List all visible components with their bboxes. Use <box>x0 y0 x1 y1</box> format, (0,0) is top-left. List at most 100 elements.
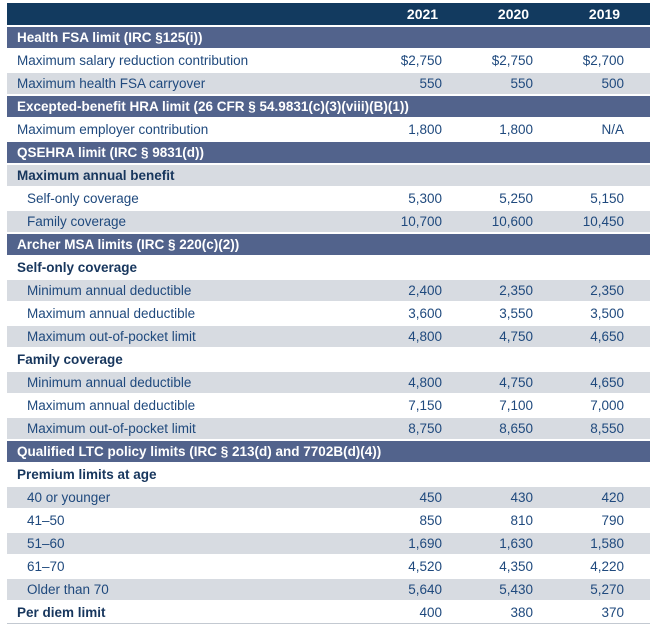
section-title: Archer MSA limits (IRC § 220(c)(2)) <box>7 233 650 257</box>
row-label: 61–70 <box>7 555 377 579</box>
value-2020 <box>468 348 559 372</box>
value-2021: 4,520 <box>377 555 468 579</box>
row-label: Family coverage <box>7 210 377 234</box>
value-2019: 1,580 <box>559 532 650 556</box>
value-2021 <box>377 256 468 280</box>
value-2021: 5,640 <box>377 578 468 602</box>
value-2020: 380 <box>468 601 559 624</box>
table-row: Maximum annual deductible 3,600 3,550 3,… <box>7 302 650 326</box>
value-2020 <box>468 164 559 188</box>
value-2021: $2,750 <box>377 49 468 73</box>
value-2019: 3,500 <box>559 302 650 326</box>
table-row: Maximum salary reduction contribution $2… <box>7 49 650 73</box>
subheader-label: Family coverage <box>7 348 377 372</box>
row-label: Minimum annual deductible <box>7 279 377 303</box>
section-row-health-fsa: Health FSA limit (IRC §125(i)) <box>7 26 650 50</box>
subheader-row: Maximum annual benefit <box>7 164 650 188</box>
value-2021: 8,750 <box>377 417 468 441</box>
value-2020: 4,750 <box>468 325 559 349</box>
row-label: Older than 70 <box>7 578 377 602</box>
year-column-2021: 2021 <box>377 3 468 27</box>
value-2019: 2,350 <box>559 279 650 303</box>
table-row: Older than 70 5,640 5,430 5,270 <box>7 578 650 602</box>
value-2019 <box>559 164 650 188</box>
value-2019 <box>559 463 650 487</box>
row-label: Minimum annual deductible <box>7 371 377 395</box>
year-header-empty-cell <box>7 3 377 27</box>
value-2021: 2,400 <box>377 279 468 303</box>
table-row: Self-only coverage 5,300 5,250 5,150 <box>7 187 650 211</box>
value-2020: 5,250 <box>468 187 559 211</box>
value-2021: 3,600 <box>377 302 468 326</box>
value-2019: N/A <box>559 118 650 142</box>
value-2019: 4,220 <box>559 555 650 579</box>
value-2019: 5,150 <box>559 187 650 211</box>
subheader-row: Premium limits at age <box>7 463 650 487</box>
value-2021: 1,690 <box>377 532 468 556</box>
value-2021: 5,300 <box>377 187 468 211</box>
year-column-2019: 2019 <box>559 3 650 27</box>
table-row: Maximum annual deductible 7,150 7,100 7,… <box>7 394 650 418</box>
table-row: Maximum employer contribution 1,800 1,80… <box>7 118 650 142</box>
row-label: Maximum annual deductible <box>7 302 377 326</box>
value-2019 <box>559 256 650 280</box>
section-row-ltc: Qualified LTC policy limits (IRC § 213(d… <box>7 440 650 464</box>
value-2021: 4,800 <box>377 325 468 349</box>
value-2020: 430 <box>468 486 559 510</box>
value-2019: 10,450 <box>559 210 650 234</box>
section-title: Qualified LTC policy limits (IRC § 213(d… <box>7 440 650 464</box>
row-label: Self-only coverage <box>7 187 377 211</box>
table-row: Maximum out-of-pocket limit 8,750 8,650 … <box>7 417 650 441</box>
table-row-per-diem: Per diem limit 400 380 370 <box>7 601 650 624</box>
value-2021: 400 <box>377 601 468 624</box>
value-2020: 7,100 <box>468 394 559 418</box>
value-2020: 8,650 <box>468 417 559 441</box>
section-title: Excepted-benefit HRA limit (26 CFR § 54.… <box>7 95 650 119</box>
value-2021: 850 <box>377 509 468 533</box>
value-2019: 4,650 <box>559 371 650 395</box>
row-label: 40 or younger <box>7 486 377 510</box>
value-2020 <box>468 256 559 280</box>
row-label: Maximum salary reduction contribution <box>7 49 377 73</box>
value-2021: 4,800 <box>377 371 468 395</box>
row-label: Maximum out-of-pocket limit <box>7 325 377 349</box>
table-row: 40 or younger 450 430 420 <box>7 486 650 510</box>
value-2020: 10,600 <box>468 210 559 234</box>
value-2019 <box>559 348 650 372</box>
table-row: Family coverage 10,700 10,600 10,450 <box>7 210 650 234</box>
value-2020: 1,800 <box>468 118 559 142</box>
value-2019: 790 <box>559 509 650 533</box>
row-label: Maximum health FSA carryover <box>7 72 377 96</box>
value-2021 <box>377 164 468 188</box>
value-2020: 810 <box>468 509 559 533</box>
value-2021: 450 <box>377 486 468 510</box>
value-2019: 420 <box>559 486 650 510</box>
value-2019: 4,650 <box>559 325 650 349</box>
year-header-row: 2021 2020 2019 <box>7 3 650 27</box>
section-title: QSEHRA limit (IRC § 9831(d)) <box>7 141 650 165</box>
row-label: Maximum annual deductible <box>7 394 377 418</box>
value-2020: 2,350 <box>468 279 559 303</box>
value-2019: $2,700 <box>559 49 650 73</box>
row-label: Maximum employer contribution <box>7 118 377 142</box>
table-row: Minimum annual deductible 4,800 4,750 4,… <box>7 371 650 395</box>
value-2019: 500 <box>559 72 650 96</box>
row-label: Per diem limit <box>7 601 377 624</box>
row-label: Maximum out-of-pocket limit <box>7 417 377 441</box>
subheader-label: Maximum annual benefit <box>7 164 377 188</box>
value-2020: $2,750 <box>468 49 559 73</box>
value-2021: 10,700 <box>377 210 468 234</box>
table-row: Minimum annual deductible 2,400 2,350 2,… <box>7 279 650 303</box>
table-row: 61–70 4,520 4,350 4,220 <box>7 555 650 579</box>
subheader-row: Self-only coverage <box>7 256 650 280</box>
value-2020: 3,550 <box>468 302 559 326</box>
value-2020: 1,630 <box>468 532 559 556</box>
subheader-row: Family coverage <box>7 348 650 372</box>
value-2020 <box>468 463 559 487</box>
benefit-limits-table: 2021 2020 2019 Health FSA limit (IRC §12… <box>7 3 650 624</box>
value-2020: 5,430 <box>468 578 559 602</box>
value-2019: 8,550 <box>559 417 650 441</box>
value-2021: 550 <box>377 72 468 96</box>
value-2021: 7,150 <box>377 394 468 418</box>
subheader-label: Self-only coverage <box>7 256 377 280</box>
